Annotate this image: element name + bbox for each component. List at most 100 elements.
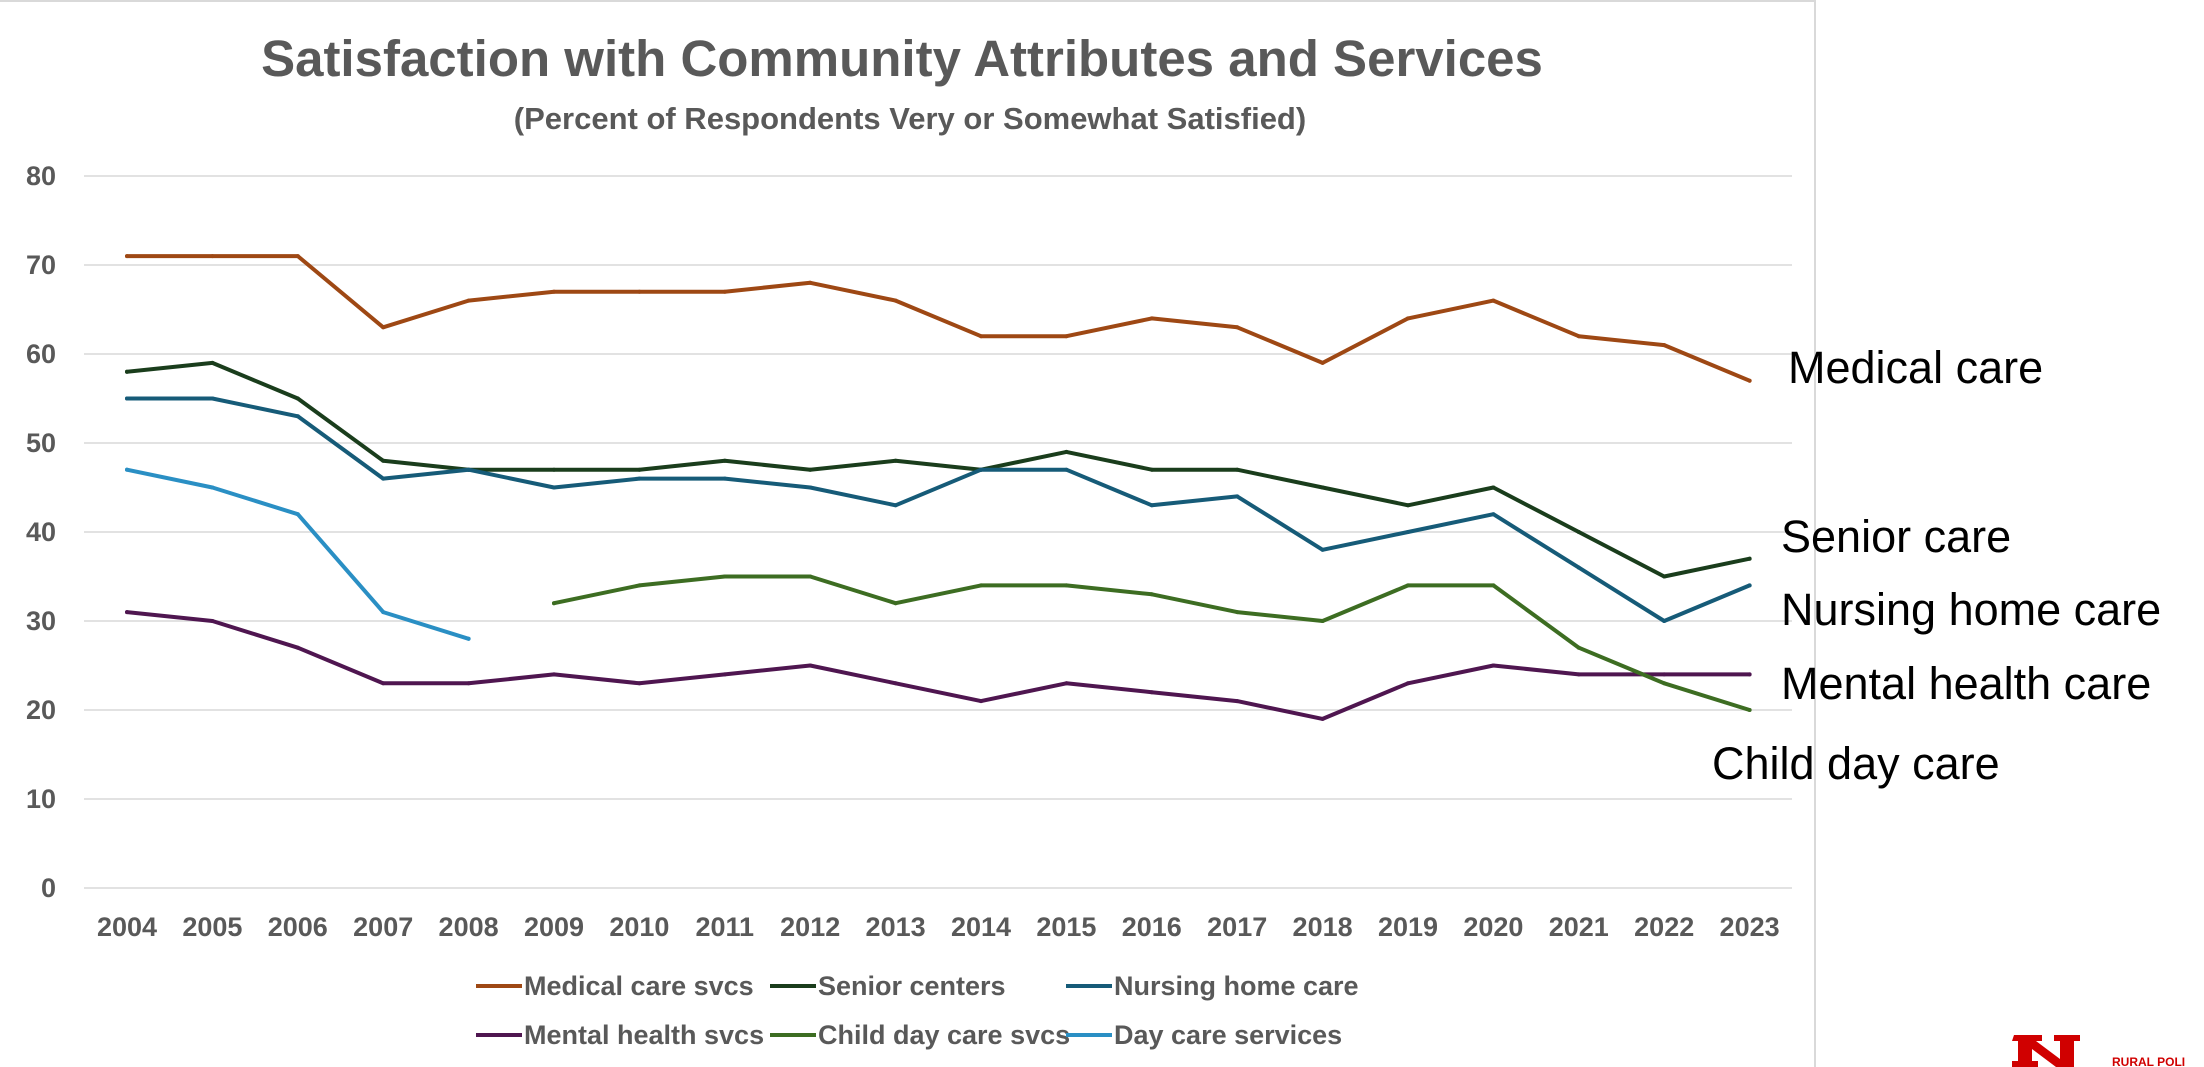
university-logo: RURAL POLI [2012, 1035, 2185, 1067]
data-point-mental-health-svcs [1235, 699, 1240, 704]
data-point-nursing-home-care [466, 467, 471, 472]
data-point-nursing-home-care [1491, 512, 1496, 517]
data-point-nursing-home-care [1662, 619, 1667, 623]
x-tick-label: 2004 [97, 912, 157, 942]
data-point-nursing-home-care [1747, 583, 1752, 588]
y-tick-label: 10 [26, 784, 56, 814]
series-line-medical-care-svcs [125, 254, 1752, 383]
data-point-medical-care-svcs [1320, 360, 1325, 365]
data-point-mental-health-svcs [210, 619, 215, 623]
data-point-senior-centers [552, 467, 556, 472]
x-tick-label: 2012 [780, 912, 840, 942]
data-point-senior-centers [1406, 503, 1410, 508]
data-point-child-day-care-svcs [1320, 619, 1325, 623]
y-tick-label: 50 [26, 428, 56, 458]
data-point-child-day-care-svcs [637, 583, 642, 588]
data-point-medical-care-svcs [295, 254, 300, 259]
data-point-medical-care-svcs [552, 289, 556, 294]
data-point-senior-centers [722, 458, 727, 463]
data-point-nursing-home-care [1406, 530, 1410, 534]
y-tick-label: 20 [26, 695, 56, 725]
y-tick-label: 60 [26, 339, 56, 369]
data-point-mental-health-svcs [1406, 681, 1410, 686]
data-point-mental-health-svcs [295, 645, 300, 650]
data-point-child-day-care-svcs [893, 601, 898, 606]
data-point-medical-care-svcs [979, 334, 983, 339]
data-point-child-day-care-svcs [722, 574, 727, 579]
data-point-child-day-care-svcs [979, 583, 983, 588]
data-point-child-day-care-svcs [1149, 592, 1154, 597]
data-point-senior-centers [1576, 530, 1581, 534]
data-point-mental-health-svcs [808, 663, 813, 668]
gridlines [84, 175, 1792, 889]
data-point-senior-centers [808, 467, 813, 472]
data-point-senior-centers [125, 369, 129, 374]
data-point-medical-care-svcs [1576, 334, 1581, 339]
data-point-mental-health-svcs [552, 672, 556, 677]
series-line-nursing-home-care [125, 396, 1752, 623]
data-point-medical-care-svcs [1064, 334, 1069, 339]
data-point-nursing-home-care [979, 467, 983, 472]
data-point-medical-care-svcs [210, 254, 215, 259]
chart-title: Satisfaction with Community Attributes a… [261, 30, 1543, 87]
data-point-senior-centers [1662, 574, 1667, 579]
x-tick-label: 2018 [1293, 912, 1353, 942]
x-tick-label: 2021 [1549, 912, 1609, 942]
x-tick-label: 2011 [696, 912, 755, 942]
x-tick-label: 2020 [1463, 912, 1523, 942]
data-point-mental-health-svcs [893, 681, 898, 686]
data-point-nursing-home-care [722, 476, 727, 481]
data-point-medical-care-svcs [466, 298, 471, 303]
data-point-mental-health-svcs [1747, 672, 1752, 677]
data-point-mental-health-svcs [1662, 672, 1667, 677]
data-point-day-care-services [295, 512, 300, 517]
data-point-senior-centers [893, 458, 898, 463]
data-point-medical-care-svcs [125, 254, 129, 259]
data-point-child-day-care-svcs [1491, 583, 1496, 588]
data-point-nursing-home-care [637, 476, 642, 481]
data-point-day-care-services [210, 485, 215, 490]
data-point-medical-care-svcs [1235, 325, 1240, 330]
annotation-child-day-care: Child day care [1712, 738, 2000, 789]
y-tick-label: 80 [26, 161, 56, 191]
data-point-senior-centers [637, 467, 642, 472]
legend-label: Medical care svcs [524, 971, 754, 1001]
data-point-medical-care-svcs [893, 298, 898, 303]
data-point-nursing-home-care [893, 503, 898, 508]
x-tick-label: 2009 [524, 912, 584, 942]
chart-frame [0, 0, 1816, 1067]
x-tick-label: 2010 [609, 912, 669, 942]
data-point-child-day-care-svcs [1235, 610, 1240, 615]
data-point-nursing-home-care [1149, 503, 1154, 508]
data-point-nursing-home-care [295, 414, 300, 419]
x-tick-label: 2017 [1207, 912, 1267, 942]
logo-n-mark [2012, 1035, 2080, 1067]
annotation-medical-care: Medical care [1788, 342, 2043, 393]
y-axis-ticks: 0 10 20 30 40 50 60 70 80 [26, 161, 56, 903]
data-point-mental-health-svcs [125, 610, 129, 615]
y-tick-label: 30 [26, 606, 56, 636]
series-line-day-care-services [125, 467, 471, 641]
x-tick-label: 2019 [1378, 912, 1438, 942]
data-point-nursing-home-care [1064, 467, 1069, 472]
series-lines [125, 254, 1752, 721]
data-point-medical-care-svcs [722, 289, 727, 294]
data-point-senior-centers [295, 396, 300, 401]
data-point-nursing-home-care [125, 396, 129, 401]
x-tick-label: 2006 [268, 912, 328, 942]
x-tick-label: 2016 [1122, 912, 1182, 942]
data-point-day-care-services [125, 467, 129, 472]
data-point-child-day-care-svcs [1064, 583, 1069, 588]
data-point-senior-centers [1064, 449, 1069, 454]
y-tick-label: 70 [26, 250, 56, 280]
x-tick-label: 2015 [1036, 912, 1096, 942]
logo-text: RURAL POLI [2112, 1055, 2185, 1067]
x-tick-label: 2022 [1634, 912, 1694, 942]
data-point-medical-care-svcs [1747, 378, 1752, 383]
y-tick-label: 40 [26, 517, 56, 547]
series-line-child-day-care-svcs [552, 574, 1752, 712]
data-point-mental-health-svcs [1491, 663, 1496, 668]
annotation-mental-health-care: Mental health care [1781, 658, 2151, 709]
data-point-senior-centers [1235, 467, 1240, 472]
